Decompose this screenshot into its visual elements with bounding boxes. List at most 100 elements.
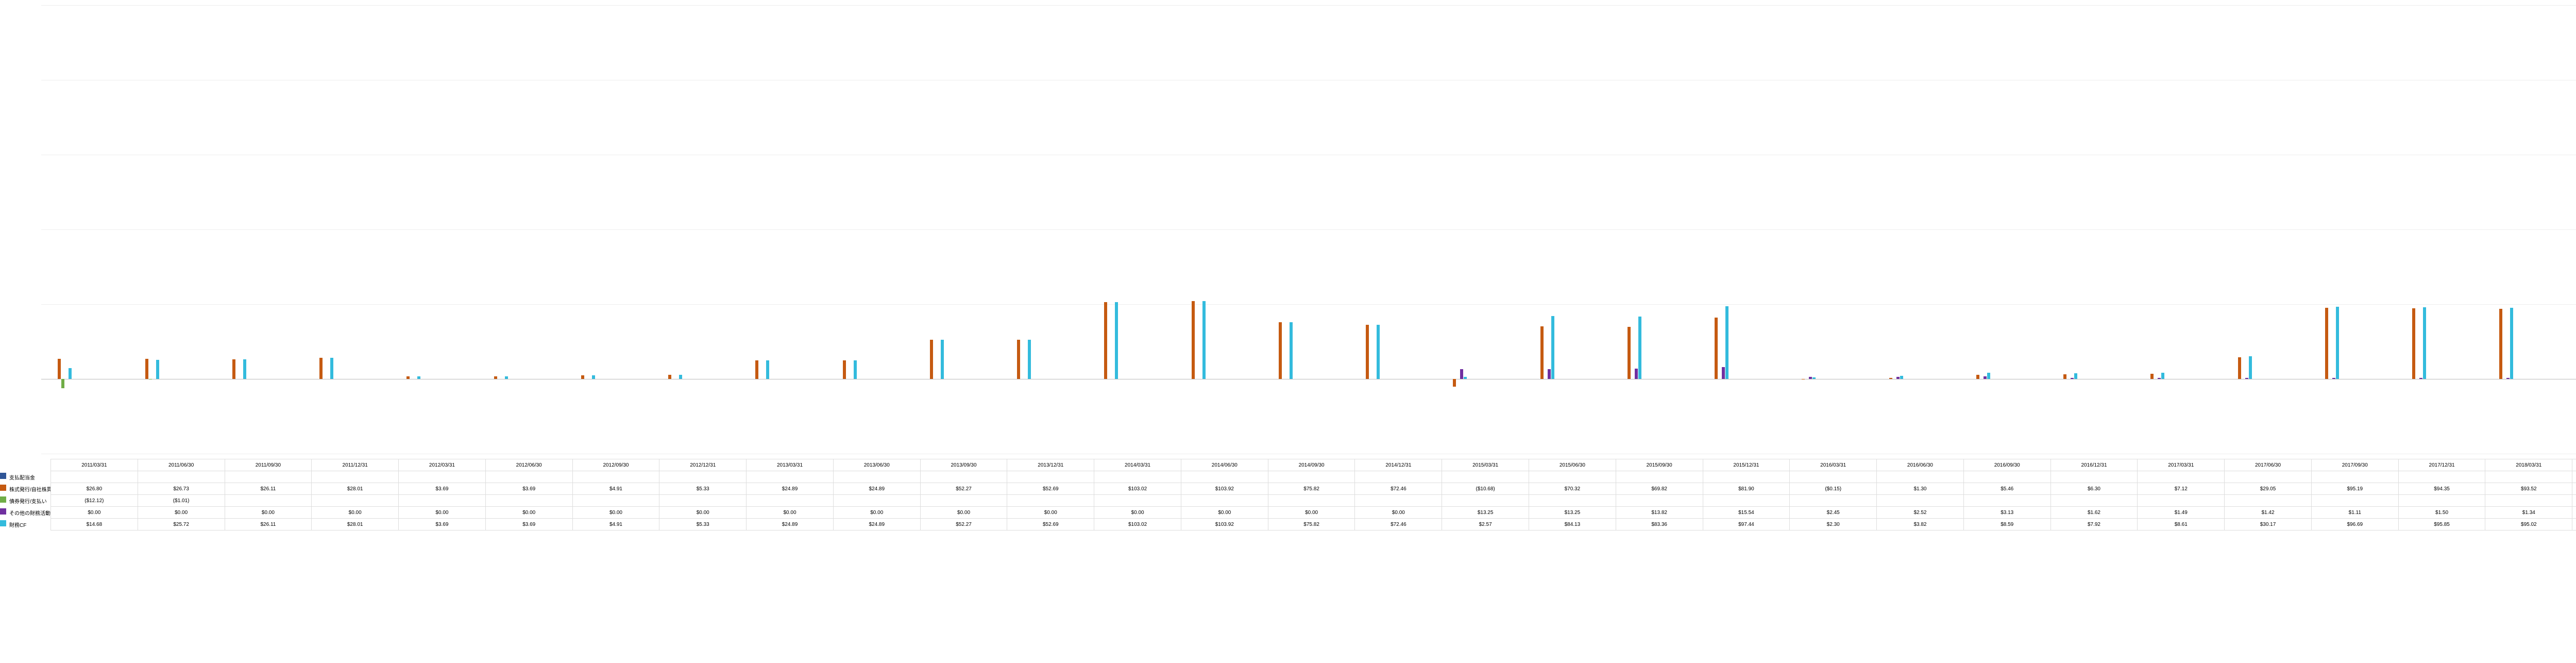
cell <box>920 495 1007 507</box>
cell: $0.00 <box>833 507 920 519</box>
cell <box>659 495 747 507</box>
bar-cf <box>941 340 944 379</box>
cell: $24.89 <box>747 483 834 495</box>
bar-stk <box>1104 302 1107 379</box>
bar-stk <box>1453 379 1456 387</box>
period-header: 2016/09/30 <box>1963 459 2050 471</box>
cell <box>2138 495 2225 507</box>
cell: $28.01 <box>312 519 399 531</box>
bar-stk <box>1192 301 1195 379</box>
cell <box>1790 471 1877 483</box>
cell: $73.10 <box>2572 519 2576 531</box>
bar-cf <box>679 375 682 379</box>
cell: $75.82 <box>1268 519 1355 531</box>
bar-group <box>2060 373 2121 379</box>
bar-stk <box>2150 374 2154 379</box>
bar-group <box>1275 322 1336 379</box>
cell: $2.57 <box>1442 519 1529 531</box>
cell: $7.92 <box>2050 519 2138 531</box>
cell: $8.61 <box>2138 519 2225 531</box>
period-header: 2018/06/30 <box>2572 459 2576 471</box>
bar-cf <box>243 359 246 379</box>
bar-stk <box>232 359 235 379</box>
cell: ($10.68) <box>1442 483 1529 495</box>
cell: $3.69 <box>485 519 572 531</box>
period-header: 2013/12/31 <box>1007 459 1094 471</box>
bar-stk <box>406 376 410 379</box>
bar-oth <box>2419 378 2422 379</box>
cell: $15.54 <box>1703 507 1790 519</box>
cell <box>2050 495 2138 507</box>
period-header: 2011/03/31 <box>51 459 138 471</box>
bar-stk <box>2412 308 2415 379</box>
cell: $14.68 <box>51 519 138 531</box>
cell: ($0.15) <box>1790 483 1877 495</box>
cell <box>225 471 312 483</box>
cell: $0.00 <box>1181 507 1268 519</box>
cell <box>2398 495 2485 507</box>
period-header: 2017/09/30 <box>2311 459 2398 471</box>
cell: $103.02 <box>1094 483 1181 495</box>
cell <box>572 495 659 507</box>
bar-cf <box>156 360 159 379</box>
bar-cf <box>417 376 420 379</box>
bar-group <box>2147 373 2208 379</box>
bar-stk <box>1017 340 1020 379</box>
cell: $0.00 <box>312 507 399 519</box>
period-header: 2018/03/31 <box>2485 459 2572 471</box>
cell: $26.11 <box>225 483 312 495</box>
period-header: 2011/06/30 <box>138 459 225 471</box>
period-header: 2016/06/30 <box>1877 459 1964 471</box>
cell <box>1790 495 1877 507</box>
cell: $75.82 <box>1268 483 1355 495</box>
cell <box>485 471 572 483</box>
period-header: 2013/09/30 <box>920 459 1007 471</box>
cell: $95.85 <box>2398 519 2485 531</box>
cell <box>2225 495 2312 507</box>
bar-group <box>665 375 725 379</box>
period-header: 2016/03/31 <box>1790 459 1877 471</box>
bar-stk <box>1628 327 1631 379</box>
bar-cf <box>2249 356 2252 379</box>
bar-group <box>839 360 900 379</box>
cell: $24.89 <box>747 519 834 531</box>
cell <box>1094 471 1181 483</box>
period-header: 2014/09/30 <box>1268 459 1355 471</box>
period-header: 2012/06/30 <box>485 459 572 471</box>
cell: $13.25 <box>1442 507 1529 519</box>
cell <box>1529 495 1616 507</box>
bar-cf <box>1551 316 1554 379</box>
bar-group <box>1711 306 1772 379</box>
cell: $1.50 <box>2398 507 2485 519</box>
bar-stk <box>319 358 323 379</box>
cell: $0.00 <box>659 507 747 519</box>
bar-cf <box>505 376 508 379</box>
cell <box>747 495 834 507</box>
bar-stk <box>2063 374 2066 379</box>
cell <box>399 495 486 507</box>
cell: $0.00 <box>1007 507 1094 519</box>
cell <box>1442 471 1529 483</box>
cell: $0.00 <box>1268 507 1355 519</box>
bar-stk <box>1366 325 1369 379</box>
series-label-stk: 株式発行/自社株買い <box>0 483 51 495</box>
bar-cf <box>69 368 72 379</box>
bar-stk <box>1976 375 1979 379</box>
cell: $2.52 <box>1877 507 1964 519</box>
period-header: 2014/03/31 <box>1094 459 1181 471</box>
cell: $26.80 <box>51 483 138 495</box>
cell: $96.69 <box>2311 519 2398 531</box>
bar-group <box>316 358 377 379</box>
bar-group <box>1013 340 1074 379</box>
cell <box>312 495 399 507</box>
bar-group <box>1362 325 1423 379</box>
bar-group <box>1624 317 1685 379</box>
series-label-dbt: 債券発行/支払い <box>0 495 51 507</box>
bar-cf <box>766 360 769 379</box>
bar-cf <box>1028 340 1031 379</box>
bar-group <box>2496 308 2556 379</box>
bar-group <box>1100 302 1161 379</box>
cell <box>1268 495 1355 507</box>
bar-group <box>490 376 551 379</box>
bar-cf <box>1377 325 1380 379</box>
